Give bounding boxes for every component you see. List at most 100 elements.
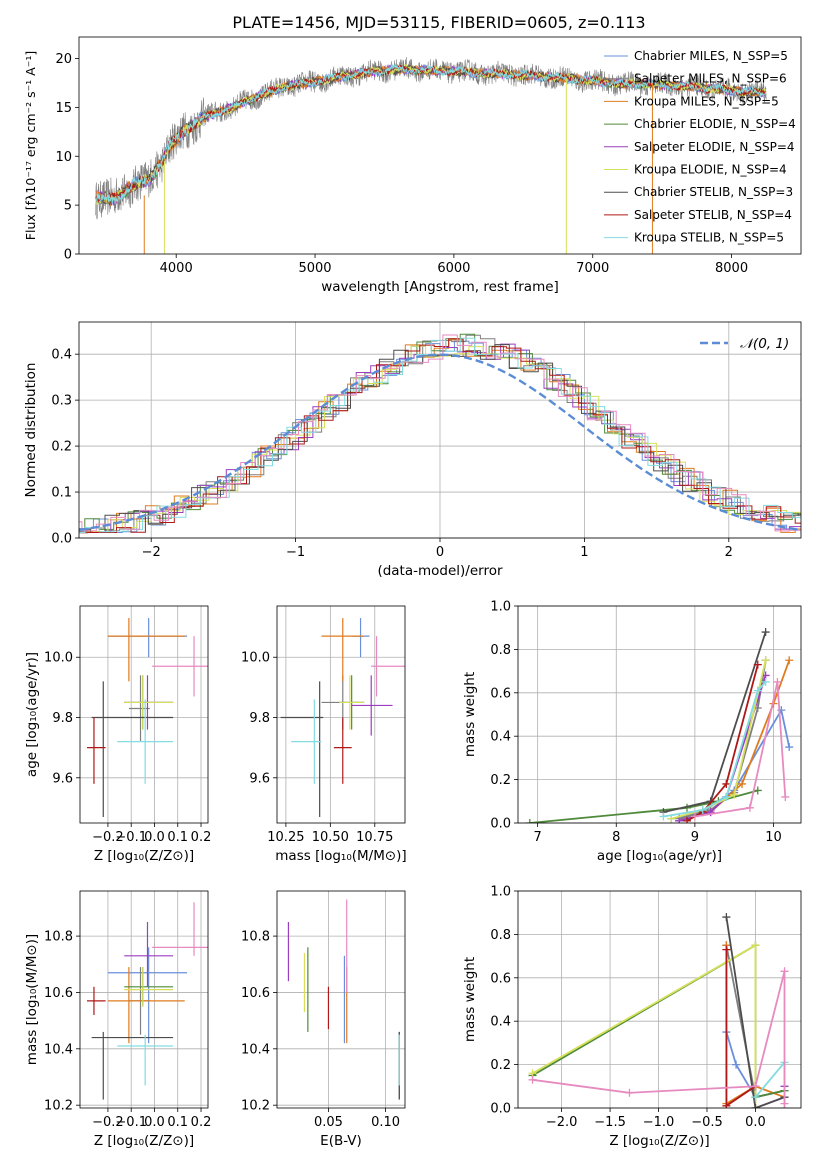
mass-vs-EBV-points <box>287 899 400 1100</box>
x-tick-label: −2 <box>142 545 161 560</box>
mass-vs-EBV-plot-frame <box>276 890 406 1109</box>
x-tick-label: −1 <box>286 545 305 560</box>
x-tick-label: −0.2 <box>92 1115 124 1130</box>
y-tick-label: 10.6 <box>241 986 270 1001</box>
x-tick-label: 8000 <box>715 261 748 276</box>
x-tick-label: 5000 <box>298 261 331 276</box>
error-cross-point <box>91 1031 174 1100</box>
x-tick-label: 7000 <box>576 261 609 276</box>
y-tick-label: 9.6 <box>249 771 270 786</box>
y-tick-label: 0.8 <box>490 643 511 658</box>
mass-weight-line <box>755 1086 786 1108</box>
mass-weight-marker <box>625 1088 634 1097</box>
mass-weight-line <box>694 681 787 818</box>
error-cross-point <box>117 1034 174 1086</box>
weight-vs-age-plot-frame <box>517 605 802 824</box>
y-tick-label: 10.2 <box>241 1099 270 1114</box>
mass-weight-marker <box>722 945 731 954</box>
mass-weight-marker <box>751 941 760 950</box>
legend-entry-label: Chabrier MILES, N_SSP=5 <box>634 49 788 63</box>
y-tick-label: 10.4 <box>44 1042 73 1057</box>
spectrum-x-axis-label: wavelength [Angstrom, rest frame] <box>321 279 559 295</box>
residuals-y-axis-label: Normed distribution <box>23 363 39 498</box>
y-tick-label: 0.6 <box>490 686 511 701</box>
age-vs-Z-y-axis-label: age [log₁₀(age/yr)] <box>24 652 40 777</box>
mass-weight-marker <box>528 1075 537 1084</box>
x-tick-label: 2 <box>725 545 733 560</box>
x-tick-label: 0.0 <box>144 830 165 845</box>
x-tick-label: −2.0 <box>546 1115 578 1130</box>
spectrum-series-line <box>95 56 767 220</box>
mass-vs-Z-x-axis-label: Z [log₁₀(Z/Z⊙)] <box>94 1133 194 1149</box>
mass-weight-marker <box>722 1101 731 1108</box>
residual-histogram-step <box>79 345 801 538</box>
x-tick-label: 0.2 <box>191 830 212 845</box>
mass-vs-Z-y-axis-label: mass [log₁₀(M/M⊙)] <box>24 934 40 1065</box>
weight-vs-Z-y-axis-label: mass weight <box>462 957 478 1042</box>
error-cross-point <box>86 986 106 1015</box>
x-tick-label: 10.25 <box>267 830 304 845</box>
x-tick-label: 0.2 <box>191 1115 212 1130</box>
mass-weight-marker <box>753 786 762 795</box>
legend-entry-label: Salpeter MILES, N_SSP=6 <box>634 72 787 86</box>
residuals-plot-frame <box>78 321 802 539</box>
weight-vs-age-lines <box>525 628 794 823</box>
age-vs-mass-x-axis-label: mass [log₁₀(M/M⊙)] <box>275 848 406 864</box>
error-cross-point <box>321 618 365 682</box>
mass-weight-marker <box>738 779 747 788</box>
mass-weight-marker <box>683 816 692 823</box>
mass-weight-marker <box>753 660 762 669</box>
mass-weight-marker <box>690 812 699 821</box>
residual-histogram-step <box>79 344 801 538</box>
x-tick-label: 1 <box>580 545 588 560</box>
age-vs-mass-points <box>280 618 405 817</box>
x-tick-label: −0.1 <box>115 830 147 845</box>
spectrum-lines <box>95 56 767 254</box>
x-tick-label: −0.1 <box>115 1115 147 1130</box>
y-tick-label: 9.8 <box>249 711 270 726</box>
y-tick-label: 10.8 <box>241 930 270 945</box>
x-tick-label: 9 <box>691 830 699 845</box>
y-tick-label: 20 <box>55 52 72 67</box>
error-cross-point <box>152 902 208 956</box>
x-tick-label: 10 <box>765 830 782 845</box>
age-vs-Z-axes <box>76 606 208 827</box>
mass-weight-marker <box>751 1093 760 1102</box>
error-cross-point <box>128 675 150 742</box>
spectrum-y-axis-label: Flux [fλ10⁻¹⁷ erg cm⁻² s⁻¹ A⁻¹] <box>23 51 38 240</box>
y-tick-label: 0.4 <box>490 1015 511 1030</box>
legend-entry-label: Kroupa ELODIE, N_SSP=4 <box>634 163 787 177</box>
x-tick-label: 6000 <box>437 261 470 276</box>
y-tick-label: 10.6 <box>44 986 73 1001</box>
mass-weight-marker <box>525 819 534 823</box>
y-tick-label: 0.4 <box>51 348 72 363</box>
error-cross-point <box>351 675 393 736</box>
error-cross-point <box>107 618 185 682</box>
mass-weight-marker <box>761 628 770 637</box>
gaussian-reference-curve <box>79 353 801 532</box>
error-cross-point <box>107 967 185 1044</box>
y-tick-label: 0.2 <box>51 440 72 455</box>
mass-weight-marker <box>722 792 731 801</box>
age-vs-mass-axes <box>273 606 405 827</box>
error-cross-point <box>124 922 174 987</box>
mass-weight-marker <box>698 805 707 814</box>
mass-weight-marker <box>751 1104 760 1108</box>
y-tick-label: 0.0 <box>490 817 511 832</box>
error-cross-point <box>280 681 324 817</box>
error-cross-point <box>124 967 174 1007</box>
mass-weight-line <box>663 681 767 818</box>
spectrum-title: PLATE=1456, MJD=53115, FIBERID=0605, z=0… <box>232 13 645 32</box>
y-tick-label: 0.1 <box>51 486 72 501</box>
y-tick-label: 0 <box>64 248 72 263</box>
error-cross-point <box>107 618 188 658</box>
mass-weight-marker <box>659 812 668 821</box>
residual-histogram-step <box>79 334 801 538</box>
spectrum-plot-frame <box>78 36 802 255</box>
x-tick-label: 0.10 <box>371 1115 400 1130</box>
mass-weight-marker <box>780 967 789 976</box>
age-vs-mass-plot-frame <box>276 605 406 824</box>
y-tick-label: 0.6 <box>490 971 511 986</box>
weight-vs-age-x-axis-label: age [log₁₀(age/yr)] <box>597 848 722 864</box>
